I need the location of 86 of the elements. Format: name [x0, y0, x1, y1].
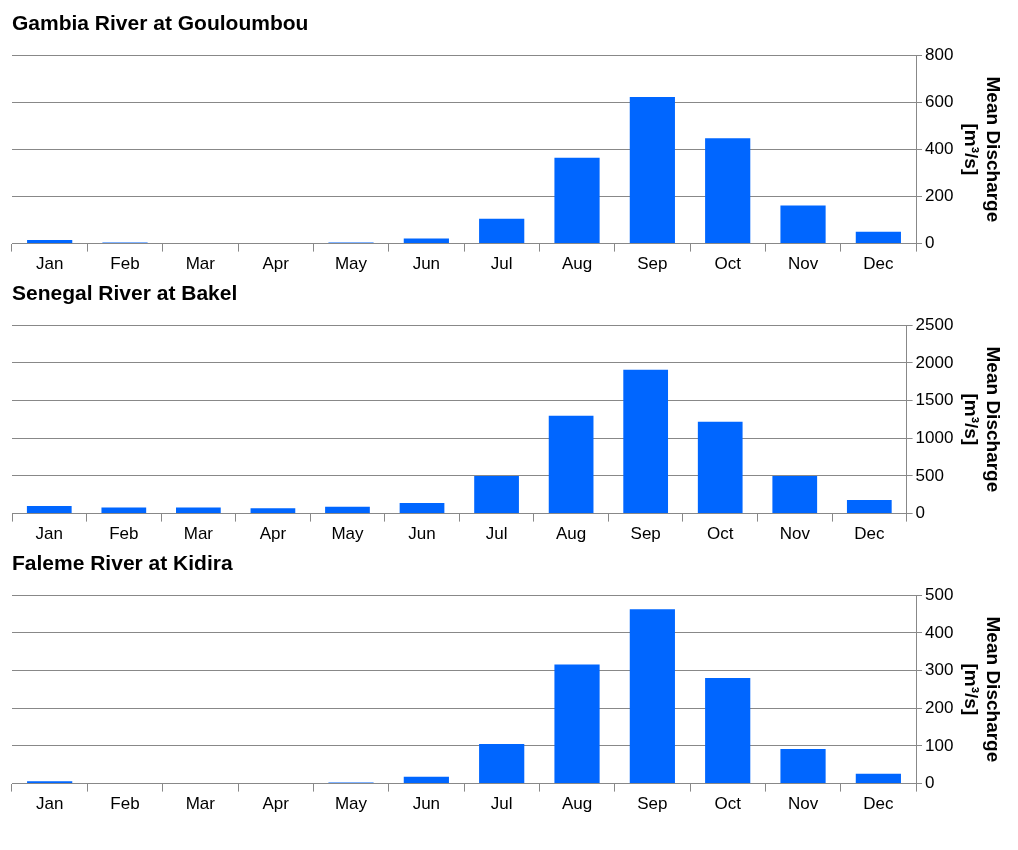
x-tick-label: Oct	[714, 794, 742, 814]
x-tick-label: Apr	[259, 524, 287, 544]
y-tick-label: 800	[925, 44, 954, 64]
x-tick-label: Feb	[109, 524, 139, 544]
x-tick-label: Apr	[262, 794, 290, 814]
chart-title: Faleme River at Kidira	[12, 551, 233, 575]
y-tick-label: 300	[925, 660, 954, 680]
x-tick-label: Oct	[706, 524, 734, 544]
x-tick-label: May	[331, 524, 365, 544]
bar	[705, 678, 751, 784]
bar	[629, 609, 675, 784]
chart-title: Senegal River at Bakel	[12, 281, 238, 305]
bar	[554, 664, 600, 784]
bar	[697, 421, 743, 514]
x-tick-label: Jan	[35, 254, 64, 274]
y-tick-label: 400	[925, 139, 954, 159]
bar	[554, 157, 600, 244]
bar	[855, 231, 901, 244]
bar	[772, 475, 818, 514]
bar	[325, 506, 370, 514]
y-tick-label: 0	[925, 773, 935, 793]
bar	[846, 500, 892, 514]
bar	[26, 506, 72, 514]
bar	[780, 205, 826, 244]
y-tick-label: 2500	[915, 314, 954, 334]
x-tick-label: Sep	[637, 794, 668, 814]
x-tick-label: Dec	[863, 794, 894, 814]
chart-title: Gambia River at Gouloumbou	[12, 11, 309, 35]
x-tick-label: Mar	[183, 524, 214, 544]
x-tick-label: Nov	[787, 254, 819, 274]
x-tick-label: Jul	[485, 524, 508, 544]
y-tick-label: 100	[925, 735, 954, 755]
x-tick-label: Mar	[185, 254, 216, 274]
y-axis-title: Mean Discharge [m³/s]	[960, 76, 1005, 223]
bar	[474, 475, 519, 514]
bar	[176, 507, 221, 514]
x-tick-label: Mar	[185, 794, 216, 814]
bar	[479, 744, 525, 784]
x-tick-label: Aug	[555, 524, 587, 544]
x-tick-label: Jun	[412, 254, 441, 274]
bar	[27, 240, 73, 244]
y-tick-label: 600	[925, 91, 954, 111]
bar	[399, 503, 445, 514]
y-tick-label: 200	[925, 697, 954, 717]
x-tick-label: Jan	[35, 794, 64, 814]
y-axis-title: Mean Discharge [m³/s]	[960, 616, 1005, 763]
x-tick-label: Nov	[787, 794, 819, 814]
bar	[548, 415, 594, 514]
bar	[629, 97, 675, 244]
bar	[623, 369, 669, 514]
x-tick-label: Apr	[262, 254, 290, 274]
bar	[479, 218, 525, 244]
x-tick-label: Sep	[630, 524, 661, 544]
y-tick-label: 1000	[915, 427, 954, 447]
y-tick-label: 2000	[915, 352, 954, 372]
y-tick-label: 500	[915, 465, 944, 485]
x-tick-label: Oct	[714, 254, 742, 274]
bar	[705, 138, 751, 244]
y-tick-label: 0	[915, 503, 926, 523]
x-tick-label: Jul	[490, 254, 513, 274]
x-tick-label: Jun	[412, 794, 441, 814]
x-tick-label: Nov	[779, 524, 811, 544]
x-tick-label: Aug	[561, 254, 593, 274]
y-tick-label: 1500	[915, 390, 954, 410]
x-tick-label: Jan	[35, 524, 63, 544]
y-tick-label: 400	[925, 622, 954, 642]
bar	[250, 508, 296, 514]
x-tick-label: Dec	[854, 524, 885, 544]
y-tick-label: 0	[925, 233, 935, 253]
bar	[780, 748, 826, 784]
x-tick-label: May	[334, 794, 368, 814]
x-tick-label: Dec	[863, 254, 894, 274]
y-axis-title: Mean Discharge [m³/s]	[960, 346, 1005, 493]
x-tick-label: Aug	[561, 794, 593, 814]
x-tick-label: Feb	[110, 794, 140, 814]
bar	[855, 773, 901, 784]
bar	[403, 776, 449, 784]
x-tick-label: Sep	[637, 254, 668, 274]
x-tick-label: Jun	[408, 524, 436, 544]
y-tick-label: 500	[925, 584, 954, 604]
y-tick-label: 200	[925, 186, 954, 206]
x-tick-label: May	[334, 254, 368, 274]
bar	[403, 238, 449, 244]
x-tick-label: Jul	[490, 794, 513, 814]
x-tick-label: Feb	[110, 254, 140, 274]
bar	[101, 507, 147, 514]
